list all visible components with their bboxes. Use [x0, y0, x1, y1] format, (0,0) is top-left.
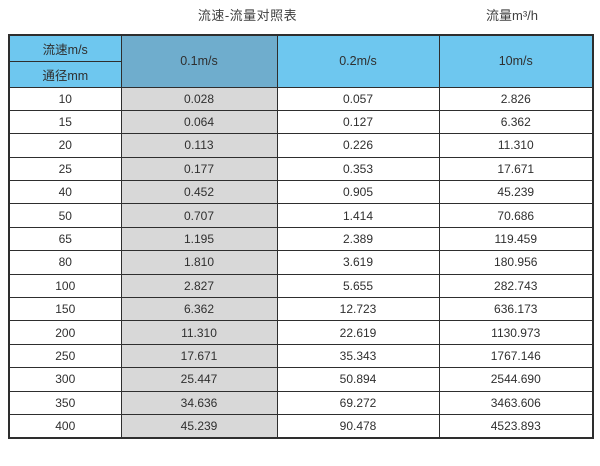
flow-value-cell: 0.057: [276, 86, 440, 111]
flow-value-cell: 3.619: [276, 250, 440, 275]
flow-value-cell: 0.707: [120, 203, 278, 228]
flow-value-cell: 70.686: [438, 203, 594, 228]
diameter-cell: 20: [8, 133, 122, 158]
flow-value-cell: 119.459: [438, 226, 594, 252]
table-row: 40 0.452 0.905 45.239: [8, 180, 594, 205]
diameter-cell: 65: [8, 226, 122, 252]
table-row: 80 1.810 3.619 180.956: [8, 250, 594, 275]
flow-value-cell: 282.743: [438, 273, 594, 299]
corner-diameter-label: 通径mm: [8, 60, 122, 88]
flow-unit-label: 流量m³/h: [485, 8, 538, 23]
flow-value-cell: 1.810: [120, 250, 278, 275]
flow-value-cell: 11.310: [120, 320, 278, 345]
flow-value-cell: 6.362: [438, 109, 594, 135]
flow-value-cell: 636.173: [438, 297, 594, 322]
flow-value-cell: 2.389: [276, 226, 440, 252]
diameter-cell: 150: [8, 297, 122, 322]
flow-conversion-table: 流速m/s 0.1m/s 0.2m/s 10m/s 通径mm 10 0.028 0.…: [8, 34, 594, 439]
flow-value-cell: 4523.893: [438, 413, 594, 439]
flow-value-cell: 1130.973: [438, 320, 594, 345]
flow-value-cell: 3463.606: [438, 390, 594, 415]
table-row: 150 6.362 12.723 636.173: [8, 297, 594, 322]
diameter-cell: 250: [8, 343, 122, 369]
diameter-cell: 15: [8, 109, 122, 135]
table-row: 300 25.447 50.894 2544.690: [8, 367, 594, 392]
diameter-cell: 350: [8, 390, 122, 415]
flow-value-cell: 2.826: [438, 86, 594, 111]
diameter-cell: 10: [8, 86, 122, 111]
table-row: 65 1.195 2.389 119.459: [8, 226, 594, 252]
flow-value-cell: 45.239: [438, 180, 594, 205]
flow-value-cell: 69.272: [276, 390, 440, 415]
column-header-10ms: 10m/s: [438, 34, 594, 88]
table-row: 100 2.827 5.655 282.743: [8, 273, 594, 299]
flow-value-cell: 0.353: [276, 156, 440, 182]
flow-value-cell: 1.195: [120, 226, 278, 252]
flow-value-cell: 45.239: [120, 413, 278, 439]
flow-value-cell: 0.452: [120, 180, 278, 205]
flow-value-cell: 0.064: [120, 109, 278, 135]
flow-value-cell: 2.827: [120, 273, 278, 299]
diameter-cell: 200: [8, 320, 122, 345]
table-row: 10 0.028 0.057 2.826: [8, 86, 594, 111]
flow-value-cell: 5.655: [276, 273, 440, 299]
flow-value-cell: 0.226: [276, 133, 440, 158]
flow-value-cell: 0.028: [120, 86, 278, 111]
table-row: 20 0.113 0.226 11.310: [8, 133, 594, 158]
flow-value-cell: 11.310: [438, 133, 594, 158]
table-row: 250 17.671 35.343 1767.146: [8, 343, 594, 369]
flow-value-cell: 2544.690: [438, 367, 594, 392]
table-row: 400 45.239 90.478 4523.893: [8, 413, 594, 439]
flow-value-cell: 22.619: [276, 320, 440, 345]
table-row: 200 11.310 22.619 1130.973: [8, 320, 594, 345]
table-row: 25 0.177 0.353 17.671: [8, 156, 594, 182]
table-row: 50 0.707 1.414 70.686: [8, 203, 594, 228]
diameter-cell: 400: [8, 413, 122, 439]
diameter-cell: 40: [8, 180, 122, 205]
flow-value-cell: 35.343: [276, 343, 440, 369]
flow-value-cell: 12.723: [276, 297, 440, 322]
corner-velocity-label: 流速m/s: [8, 34, 122, 62]
flow-value-cell: 90.478: [276, 413, 440, 439]
flow-value-cell: 1.414: [276, 203, 440, 228]
flow-value-cell: 17.671: [120, 343, 278, 369]
table-row: 15 0.064 0.127 6.362: [8, 109, 594, 135]
header-row-bottom: 通径mm: [8, 60, 593, 88]
column-header-0.2ms: 0.2m/s: [276, 34, 440, 88]
flow-value-cell: 25.447: [120, 367, 278, 392]
flow-value-cell: 17.671: [438, 156, 594, 182]
flow-value-cell: 0.127: [276, 109, 440, 135]
diameter-cell: 100: [8, 273, 122, 299]
page-title: 流速-流量对照表: [197, 8, 298, 23]
diameter-cell: 25: [8, 156, 122, 182]
header-row-top: 流速m/s 0.1m/s 0.2m/s 10m/s: [8, 34, 594, 88]
flow-value-cell: 180.956: [438, 250, 594, 275]
flow-value-cell: 6.362: [120, 297, 278, 322]
table-row: 350 34.636 69.272 3463.606: [8, 390, 594, 415]
flow-value-cell: 34.636: [120, 390, 278, 415]
column-header-0.1ms: 0.1m/s: [120, 34, 278, 88]
flow-value-cell: 0.177: [120, 156, 278, 182]
diameter-cell: 50: [8, 203, 122, 228]
flow-value-cell: 1767.146: [438, 343, 594, 369]
flow-value-cell: 50.894: [276, 367, 440, 392]
flow-value-cell: 0.113: [120, 133, 278, 158]
flow-value-cell: 0.905: [276, 180, 440, 205]
diameter-cell: 80: [8, 250, 122, 275]
diameter-cell: 300: [8, 367, 122, 392]
